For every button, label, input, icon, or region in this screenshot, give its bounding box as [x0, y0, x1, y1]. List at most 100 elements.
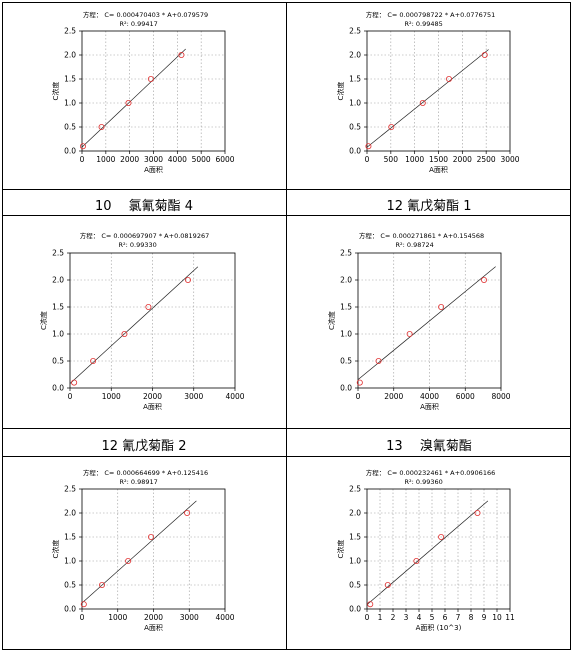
- y-tick-label: 1.0: [340, 330, 352, 339]
- y-tick-label: 2.0: [64, 509, 76, 518]
- x-tick-label: 1000: [102, 392, 121, 401]
- y-tick-label: 2.0: [64, 51, 76, 60]
- y-tick-label: 1.5: [340, 303, 352, 312]
- y-tick-label: 0.5: [349, 123, 361, 132]
- y-tick-label: 0.0: [349, 605, 361, 614]
- x-tick-label: 1: [378, 613, 383, 622]
- x-tick-label: 3000: [180, 613, 199, 622]
- x-tick-label: 8000: [491, 392, 510, 401]
- x-tick-label: 11: [505, 613, 515, 622]
- equation-label: 方程： C= 0.000470403 * A+0.079579: [83, 10, 208, 19]
- data-point: [125, 100, 132, 107]
- y-tick-label: 0.0: [52, 384, 64, 393]
- data-point: [71, 379, 78, 386]
- table-divider-vertical: [286, 2, 287, 650]
- x-tick-label: 3: [404, 613, 409, 622]
- x-tick-label: 6: [443, 613, 448, 622]
- data-point: [388, 124, 395, 131]
- data-point: [79, 143, 86, 150]
- x-tick-label: 2000: [384, 392, 403, 401]
- table-divider-row1: [2, 189, 571, 190]
- data-point: [356, 379, 363, 386]
- x-tick-label: 6000: [456, 392, 475, 401]
- x-tick-label: 3000: [184, 392, 203, 401]
- x-tick-label: 0: [80, 155, 85, 164]
- y-axis-label: C浓度: [51, 540, 60, 559]
- x-axis-label: A面积: [420, 402, 439, 411]
- x-tick-label: 2000: [453, 155, 472, 164]
- x-tick-label: 2000: [120, 155, 139, 164]
- data-point: [125, 558, 132, 565]
- data-point: [90, 357, 97, 364]
- x-tick-label: 2500: [477, 155, 496, 164]
- x-tick-label: 7: [456, 613, 461, 622]
- regression-line: [69, 266, 199, 384]
- caption-deltamethrin: 13 溴氰菊酯: [386, 439, 472, 454]
- x-tick-label: 8: [469, 613, 474, 622]
- equation-label: 方程： C= 0.000232461 * A+0.0906166: [366, 468, 495, 477]
- data-point: [147, 76, 154, 83]
- x-axis-label: A面积: [143, 402, 162, 411]
- y-tick-label: 1.0: [349, 99, 361, 108]
- y-axis-label: C浓度: [336, 82, 345, 101]
- equation-label: 方程： C= 0.000697907 * A+0.0819267: [80, 231, 209, 240]
- r-squared-label: R²: 0.98724: [396, 241, 434, 249]
- data-point: [145, 304, 152, 311]
- y-tick-label: 1.5: [52, 303, 64, 312]
- x-tick-label: 500: [384, 155, 399, 164]
- x-axis-label: A面积 (10^3): [416, 623, 462, 632]
- table-divider-caption2: [2, 456, 571, 457]
- y-tick-label: 2.5: [340, 249, 352, 258]
- r-squared-label: R²: 0.99330: [119, 241, 157, 249]
- data-point: [184, 510, 191, 517]
- y-tick-label: 2.5: [349, 27, 361, 36]
- r-squared-label: R²: 0.99417: [120, 20, 158, 28]
- x-tick-label: 2: [391, 613, 396, 622]
- y-tick-label: 2.5: [64, 485, 76, 494]
- y-tick-label: 2.0: [349, 509, 361, 518]
- x-axis-label: A面积: [429, 165, 448, 174]
- x-tick-label: 6000: [215, 155, 234, 164]
- data-point: [438, 304, 445, 311]
- y-tick-label: 0.5: [64, 123, 76, 132]
- x-tick-label: 4000: [215, 613, 234, 622]
- caption-fenvalerate-1: 12 氰戊菊酯 1: [386, 199, 472, 214]
- y-tick-label: 0.5: [64, 581, 76, 590]
- y-tick-label: 0.5: [340, 357, 352, 366]
- data-point: [99, 582, 106, 589]
- data-point: [384, 582, 391, 589]
- y-tick-label: 2.5: [64, 27, 76, 36]
- x-tick-label: 9: [482, 613, 487, 622]
- x-tick-label: 3000: [144, 155, 163, 164]
- y-tick-label: 1.5: [349, 533, 361, 542]
- data-point: [121, 331, 128, 338]
- r-squared-label: R²: 0.99485: [405, 20, 443, 28]
- y-axis-label: C浓度: [327, 311, 336, 330]
- x-tick-label: 0: [80, 613, 85, 622]
- table-divider-row2: [2, 428, 571, 429]
- y-tick-label: 0.0: [349, 147, 361, 156]
- x-tick-label: 4000: [225, 392, 244, 401]
- y-tick-label: 1.0: [64, 557, 76, 566]
- x-tick-label: 4000: [420, 392, 439, 401]
- x-axis-label: A面积: [144, 165, 163, 174]
- x-tick-label: 4000: [168, 155, 187, 164]
- y-tick-label: 0.0: [64, 605, 76, 614]
- data-point: [406, 331, 413, 338]
- y-tick-label: 0.0: [340, 384, 352, 393]
- regression-line: [81, 48, 186, 148]
- y-axis-label: C浓度: [51, 82, 60, 101]
- x-tick-label: 1000: [96, 155, 115, 164]
- x-tick-label: 10: [492, 613, 502, 622]
- x-tick-label: 2000: [143, 392, 162, 401]
- x-tick-label: 1500: [429, 155, 448, 164]
- equation-label: 方程： C= 0.000271861 * A+0.154568: [359, 231, 484, 240]
- r-squared-label: R²: 0.98917: [120, 478, 158, 486]
- data-point: [481, 52, 488, 59]
- y-tick-label: 2.0: [52, 276, 64, 285]
- data-point: [365, 143, 372, 150]
- y-tick-label: 1.0: [64, 99, 76, 108]
